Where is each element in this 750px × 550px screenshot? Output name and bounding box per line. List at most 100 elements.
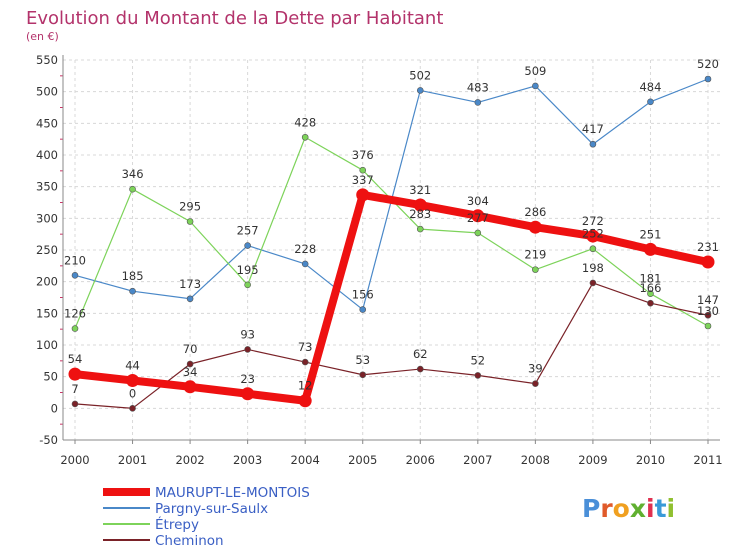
data-label: 428 (294, 115, 316, 129)
data-point (71, 325, 79, 332)
data-point (186, 218, 194, 225)
data-label: 173 (179, 277, 201, 291)
data-point (359, 166, 367, 174)
y-tick-label: 450 (36, 116, 58, 130)
data-label: 7 (71, 382, 78, 396)
data-point (647, 299, 654, 307)
data-label: 44 (125, 358, 140, 372)
x-tick-label: 2008 (521, 453, 550, 467)
data-label: 321 (409, 183, 431, 197)
data-point (301, 260, 309, 268)
data-label: 39 (528, 362, 543, 376)
data-point (643, 242, 657, 256)
data-label: 337 (352, 173, 374, 187)
data-point (704, 322, 712, 330)
data-label: 73 (298, 340, 313, 354)
data-label: 70 (183, 342, 198, 356)
proxiti-logo: Proxiti (582, 494, 675, 523)
legend: MAURUPT-LE-MONTOISPargny-sur-SaulxÉtrepy… (103, 485, 310, 549)
data-label: 181 (639, 272, 661, 286)
x-tick-label: 2010 (636, 453, 665, 467)
data-point (186, 295, 194, 303)
data-point (71, 272, 79, 279)
data-label: 231 (697, 240, 719, 254)
x-tick-label: 2002 (175, 453, 204, 467)
axes (62, 55, 720, 441)
y-tick-label: 500 (36, 85, 58, 99)
data-point (474, 229, 482, 237)
data-label: 257 (237, 224, 259, 238)
data-point (71, 400, 79, 408)
data-label: 251 (639, 227, 661, 241)
data-label: 483 (467, 80, 489, 94)
data-point (129, 405, 136, 412)
x-tick-label: 2001 (118, 453, 147, 467)
data-label: 228 (294, 242, 316, 256)
data-point (701, 255, 715, 269)
data-label: 126 (64, 307, 86, 321)
x-tick-label: 2000 (60, 453, 89, 467)
data-label: 272 (582, 214, 604, 228)
series-line (74, 282, 709, 409)
data-label: 509 (524, 64, 546, 78)
legend-label: Cheminon (155, 533, 224, 549)
data-labels: 2101851732572281565024835094174845201263… (64, 57, 719, 400)
data-point (241, 387, 255, 401)
data-point (586, 229, 600, 243)
data-point (532, 380, 539, 387)
data-point (244, 242, 251, 249)
x-tick-label: 2005 (348, 453, 377, 467)
data-label: 283 (409, 207, 431, 221)
data-point (647, 290, 654, 298)
y-tick-label: 150 (36, 306, 58, 320)
data-point (129, 287, 136, 295)
data-point (416, 87, 424, 94)
x-tick-label: 2006 (406, 453, 435, 467)
data-label: 12 (298, 379, 313, 393)
data-point (532, 266, 539, 273)
data-point (129, 185, 136, 193)
y-tick-label: 50 (43, 370, 58, 384)
data-point (68, 367, 82, 381)
data-point (413, 198, 427, 212)
data-label: 417 (582, 122, 604, 136)
data-point (532, 82, 539, 90)
y-axis-ticks: -50 0 50 100 150 200 250 300 350 400 450 500 550 (36, 53, 58, 447)
data-label: 130 (697, 304, 719, 318)
data-point (589, 245, 597, 253)
data-label: 23 (240, 372, 255, 386)
data-label: 484 (639, 80, 661, 94)
data-label: 34 (183, 365, 198, 379)
data-point (298, 394, 312, 408)
y-tick-label: 400 (36, 148, 58, 162)
y-tick-label: 0 (51, 401, 58, 415)
data-point (474, 372, 482, 379)
x-axis-ticks: 2000 2001 2002 2003 2004 2005 2006 2007 2008 2009… (60, 440, 723, 467)
data-label: 52 (470, 353, 485, 367)
series-line (74, 78, 709, 311)
legend-label: Pargny-sur-Saulx (155, 501, 268, 517)
chart-subtitle: (en €) (26, 30, 59, 43)
x-tick-label: 2007 (463, 453, 492, 467)
series-lines (68, 75, 715, 412)
data-point (183, 380, 197, 394)
data-label: 93 (240, 327, 255, 341)
data-label: 185 (122, 269, 144, 283)
data-label: 0 (129, 386, 136, 400)
data-label: 304 (467, 194, 489, 208)
data-label: 277 (467, 211, 489, 225)
data-point (471, 209, 485, 223)
data-label: 286 (524, 205, 546, 219)
data-point (416, 225, 424, 233)
y-tick-label: 300 (36, 211, 58, 225)
data-label: 252 (582, 227, 604, 241)
grid-lines (60, 59, 720, 441)
data-point (356, 188, 370, 202)
data-point (589, 140, 597, 148)
data-label: 54 (68, 352, 83, 366)
y-tick-label: 550 (36, 53, 58, 67)
data-label: 195 (237, 263, 259, 277)
data-label: 346 (122, 167, 144, 181)
x-tick-label: 2009 (578, 453, 607, 467)
y-tick-label: 350 (36, 180, 58, 194)
